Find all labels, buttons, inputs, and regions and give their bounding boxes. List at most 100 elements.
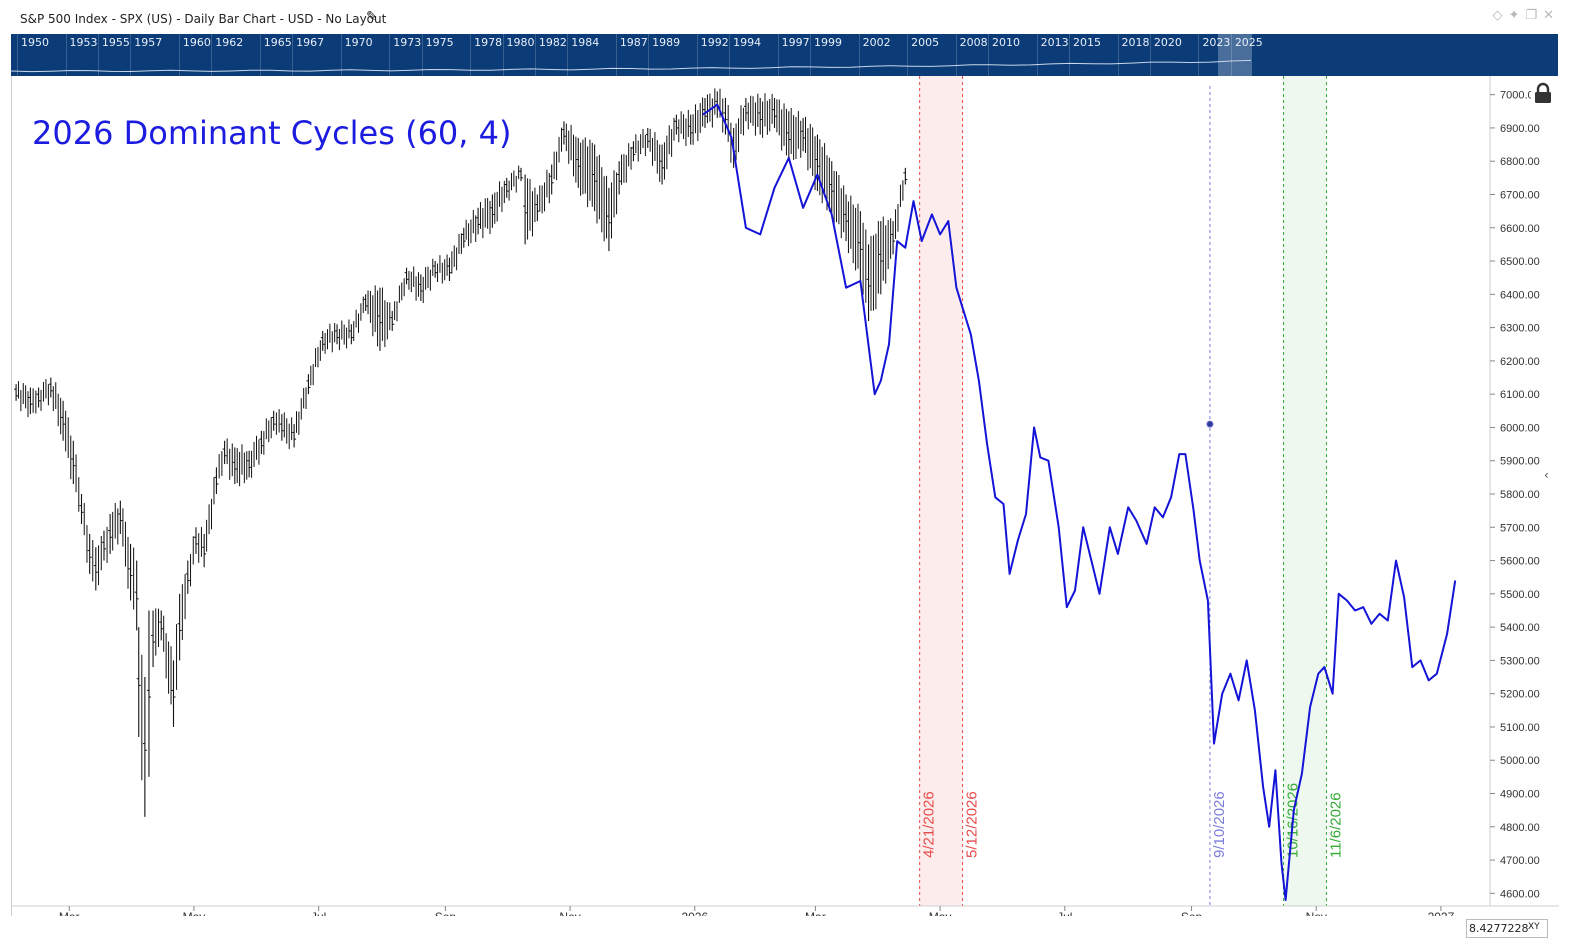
- cycle-label-end-0: 5/12/2026: [964, 791, 981, 858]
- y-tick-label: 6500.00: [1500, 256, 1540, 268]
- y-tick-label: 5600.00: [1500, 556, 1540, 568]
- cycle-band-0: [919, 76, 963, 906]
- navigator-year-label[interactable]: 1973: [393, 36, 422, 49]
- navigator-year-label[interactable]: 1999: [814, 36, 843, 49]
- navigator-year-label[interactable]: 2025: [1234, 36, 1263, 49]
- x-tick-label: Sep: [435, 910, 457, 916]
- chart-header: S&P 500 Index - SPX (US) - Daily Bar Cha…: [0, 0, 1574, 34]
- navigator-year-label[interactable]: 1997: [781, 36, 810, 49]
- navigator-year-tick: [777, 34, 779, 76]
- navigator-year-label[interactable]: 2023: [1202, 36, 1231, 49]
- y-tick-label: 5900.00: [1500, 456, 1540, 468]
- navigator-year-label[interactable]: 1992: [700, 36, 729, 49]
- header-tools: ◇✦❐✕: [1493, 8, 1560, 23]
- navigator-year-tick: [567, 34, 569, 76]
- navigator-year-label[interactable]: 1962: [215, 36, 244, 49]
- navigator-year-tick: [211, 34, 213, 76]
- navigator-year-label[interactable]: 1989: [652, 36, 681, 49]
- pin-icon[interactable]: ✦: [1508, 8, 1526, 23]
- y-tick-label: 6700.00: [1500, 189, 1540, 201]
- navigator-year-label[interactable]: 1965: [263, 36, 292, 49]
- navigator-year-label[interactable]: 1957: [134, 36, 163, 49]
- collapse-arrow-icon[interactable]: ‹: [1544, 468, 1549, 482]
- navigator-year-label[interactable]: 2005: [911, 36, 940, 49]
- pencil-icon[interactable]: ✎: [366, 9, 378, 25]
- navigator-year-tick: [292, 34, 294, 76]
- navigator-year-label[interactable]: 1955: [101, 36, 130, 49]
- navigator-year-label[interactable]: 1970: [344, 36, 373, 49]
- navigator-year-label[interactable]: 1975: [425, 36, 454, 49]
- navigator-year-label[interactable]: 2013: [1040, 36, 1069, 49]
- cycle-label-end-1: 11/6/2026: [1327, 792, 1344, 858]
- navigator-year-label[interactable]: 1984: [571, 36, 600, 49]
- y-tick-label: 6600.00: [1500, 223, 1540, 235]
- y-tick-label: 4700.00: [1500, 855, 1540, 867]
- close-icon[interactable]: ✕: [1543, 8, 1560, 23]
- price-chart-svg[interactable]: 4/21/2026 5/12/2026 10/16/2026 11/6/20269/1…: [12, 76, 1559, 916]
- navigator-year-tick: [1149, 34, 1151, 76]
- y-tick-label: 5500.00: [1500, 589, 1540, 601]
- navigator-year-tick: [340, 34, 342, 76]
- x-tick-label: May: [183, 910, 206, 916]
- chart-area[interactable]: 4/21/2026 5/12/2026 10/16/2026 11/6/2026 9/1…: [11, 76, 1559, 916]
- x-tick-label: 2027: [1428, 910, 1455, 916]
- navigator-year-label[interactable]: 1953: [69, 36, 98, 49]
- x-tick-label: Jul: [1057, 910, 1072, 916]
- diamond-icon[interactable]: ◇: [1492, 8, 1509, 23]
- cycle-marker-dot: [1206, 420, 1214, 428]
- y-tick-label: 7000.00: [1500, 90, 1540, 102]
- navigator-year-tick: [421, 34, 423, 76]
- y-tick-label: 4900.00: [1500, 789, 1540, 801]
- navigator-year-tick: [534, 34, 536, 76]
- projection-line: [702, 103, 1457, 901]
- navigator-year-label[interactable]: 1982: [538, 36, 567, 49]
- navigator-year-tick: [1036, 34, 1038, 76]
- navigator-year-tick: [955, 34, 957, 76]
- navigator-year-label[interactable]: 2008: [959, 36, 988, 49]
- navigator-year-label[interactable]: 1987: [619, 36, 648, 49]
- x-tick-label: Nov: [1306, 910, 1327, 916]
- navigator-selection-handle[interactable]: [1218, 34, 1252, 76]
- x-tick-label: Jul: [311, 910, 326, 916]
- y-tick-label: 6300.00: [1500, 323, 1540, 335]
- xy-toggle[interactable]: XY: [1528, 922, 1540, 932]
- window-icon[interactable]: ❐: [1525, 8, 1544, 23]
- navigator-year-tick: [1117, 34, 1119, 76]
- navigator-year-tick: [648, 34, 650, 76]
- navigator-year-tick: [97, 34, 99, 76]
- chart-overlay-title: 2026 Dominant Cycles (60, 4): [32, 114, 512, 152]
- x-tick-label: 2026: [681, 910, 708, 916]
- x-tick-label: May: [929, 910, 952, 916]
- x-tick-label: Mar: [805, 910, 826, 916]
- navigator-year-tick: [1198, 34, 1200, 76]
- cycle-band-1: [1283, 76, 1327, 906]
- navigator-year-label[interactable]: 2002: [862, 36, 891, 49]
- y-tick-label: 5000.00: [1500, 755, 1540, 767]
- price-bars: [14, 88, 908, 817]
- y-tick-label: 6100.00: [1500, 389, 1540, 401]
- navigator-year-label[interactable]: 1967: [296, 36, 325, 49]
- navigator-year-tick: [502, 34, 504, 76]
- chart-title: S&P 500 Index - SPX (US) - Daily Bar Cha…: [20, 12, 387, 26]
- navigator-year-tick: [470, 34, 472, 76]
- y-tick-label: 5300.00: [1500, 655, 1540, 667]
- y-tick-label: 6000.00: [1500, 422, 1540, 434]
- navigator-year-label[interactable]: 2015: [1072, 36, 1101, 49]
- navigator-year-label[interactable]: 1960: [182, 36, 211, 49]
- navigator-year-label[interactable]: 2018: [1121, 36, 1150, 49]
- time-navigator[interactable]: 1950 1953 1955 1957 1960 1962 1965 1967 1970 1973…: [11, 34, 1558, 76]
- cycle-label-start-0: 4/21/2026: [921, 791, 938, 858]
- navigator-year-label[interactable]: 1978: [474, 36, 503, 49]
- navigator-year-tick: [907, 34, 909, 76]
- y-tick-label: 6400.00: [1500, 289, 1540, 301]
- navigator-year-label[interactable]: 1980: [506, 36, 535, 49]
- navigator-year-tick: [696, 34, 698, 76]
- navigator-year-label[interactable]: 2020: [1153, 36, 1182, 49]
- cycle-label-single-0: 9/10/2026: [1211, 791, 1228, 858]
- navigator-year-label[interactable]: 2010: [992, 36, 1021, 49]
- navigator-year-tick: [810, 34, 812, 76]
- navigator-year-label[interactable]: 1994: [733, 36, 762, 49]
- lock-icon[interactable]: [1531, 82, 1555, 104]
- navigator-year-tick: [259, 34, 261, 76]
- navigator-year-label[interactable]: 1950: [21, 36, 49, 49]
